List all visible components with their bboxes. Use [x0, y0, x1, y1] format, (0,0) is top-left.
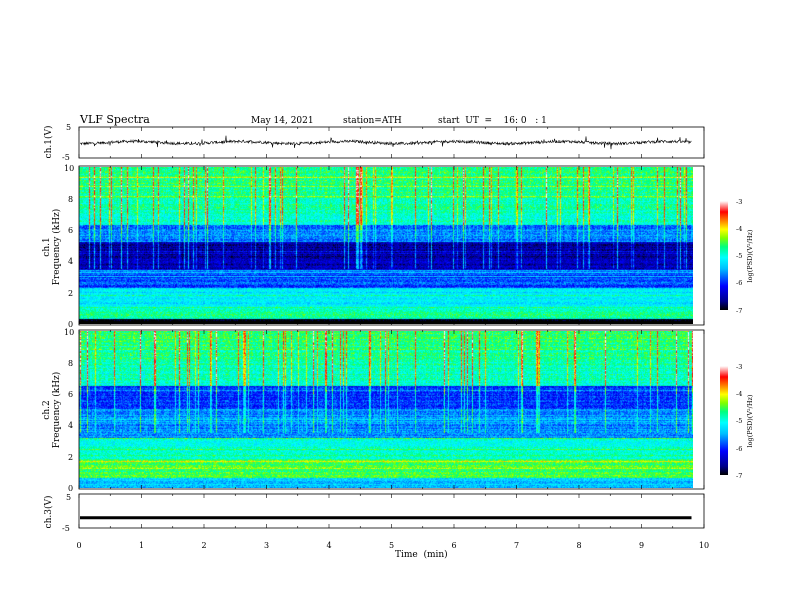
ch1-colorbar-label: log(PSD)(V²/Hz): [746, 229, 754, 282]
ch1-spectrogram-panel: 10 8 6 4 2 0 ch.1 Frequency (kHz): [42, 164, 705, 329]
ch1-cbtick-m5: -5: [736, 252, 742, 260]
x-tick-label: 10: [699, 541, 709, 550]
ch3-waveform-panel: 5 -5 ch.3(V): [43, 493, 705, 533]
ch1-ytick-8: 8: [68, 195, 73, 204]
ch1-colorbar: -3 -4 -5 -6 -7 log(PSD)(V²/Hz): [720, 198, 754, 315]
ch1-waveform-ytick-top: 5: [66, 123, 71, 132]
ch1-ytick-4: 4: [68, 257, 73, 266]
ch1-waveform-ytick-bottom: -5: [62, 153, 70, 162]
ch2-ytick-2: 2: [68, 453, 73, 462]
ch2-spectrogram-panel: 10 8 6 4 2 0 ch.2 Frequency (kHz): [42, 328, 705, 493]
ch2-colorbar: -3 -4 -5 -6 -7 log(PSD)(V²/Hz): [720, 363, 754, 480]
x-tick-label: 8: [576, 541, 581, 550]
ch1-waveform-ylabel: ch.1(V): [43, 126, 54, 159]
x-axis-label: Time (min): [395, 549, 448, 560]
ch1-ytick-10: 10: [64, 164, 74, 173]
x-tick-label: 1: [139, 541, 144, 550]
ch2-cbtick-m7: -7: [736, 472, 742, 480]
time-x-axis: 0 1 2 3 4 5 6 7 8 9 10: [76, 127, 709, 550]
ch2-cbtick-m3: -3: [736, 363, 742, 371]
ch2-cbtick-m5: -5: [736, 417, 742, 425]
ch2-ytick-0: 0: [68, 484, 73, 493]
ch1-cbtick-m3: -3: [736, 198, 742, 206]
ch2-spectrogram-image: [79, 331, 693, 488]
ch2-ytick-8: 8: [68, 359, 73, 368]
ch1-waveform-trace: [80, 135, 692, 150]
ch1-spectrogram-ylabel-1: ch.1: [42, 237, 52, 256]
ch1-ytick-0: 0: [68, 320, 73, 329]
ch3-waveform-ytick-bottom: -5: [62, 524, 70, 533]
ch2-ytick-6: 6: [68, 390, 73, 399]
ch3-waveform-frame: [78, 493, 705, 529]
x-tick-label: 3: [264, 541, 269, 550]
date-label: May 14, 2021: [251, 116, 314, 126]
ch1-cbtick-m4: -4: [736, 225, 742, 233]
ch3-waveform-ytick-top: 5: [66, 493, 71, 502]
ch2-ytick-4: 4: [68, 421, 73, 430]
station-label: station=ATH: [343, 116, 402, 126]
ch1-ytick-6: 6: [68, 226, 73, 235]
ch2-colorbar-bar: [720, 366, 728, 475]
ch1-waveform-panel: 5 -5 ch.1(V): [43, 123, 705, 162]
ch2-colorbar-label: log(PSD)(V²/Hz): [746, 394, 754, 447]
figure-title: VLF Spectra: [79, 113, 150, 126]
x-tick-label: 5: [389, 541, 394, 550]
x-tick-label: 0: [76, 541, 81, 550]
ch1-colorbar-bar: [720, 201, 728, 310]
x-tick-label: 2: [201, 541, 206, 550]
ch1-cbtick-m7: -7: [736, 307, 742, 315]
ch2-cbtick-m6: -6: [736, 445, 742, 453]
x-tick-label: 4: [326, 541, 331, 550]
ch2-cbtick-m4: -4: [736, 390, 742, 398]
x-tick-label: 6: [451, 541, 456, 550]
ch2-spectrogram-ylabel-1: ch.2: [42, 400, 52, 419]
ch1-ytick-2: 2: [68, 289, 73, 298]
ch1-spectrogram-ylabel-2: Frequency (kHz): [51, 209, 62, 286]
ch2-ytick-10: 10: [64, 328, 74, 337]
ch1-cbtick-m6: -6: [736, 279, 742, 287]
start-ut-label: start UT = 16: 0 : 1: [438, 116, 547, 126]
ch1-spectrogram-image: [79, 167, 693, 324]
x-tick-label: 7: [514, 541, 519, 550]
ch3-waveform-ylabel: ch.3(V): [43, 496, 54, 529]
ch2-spectrogram-ylabel-2: Frequency (kHz): [51, 372, 62, 449]
x-tick-label: 9: [639, 541, 644, 550]
